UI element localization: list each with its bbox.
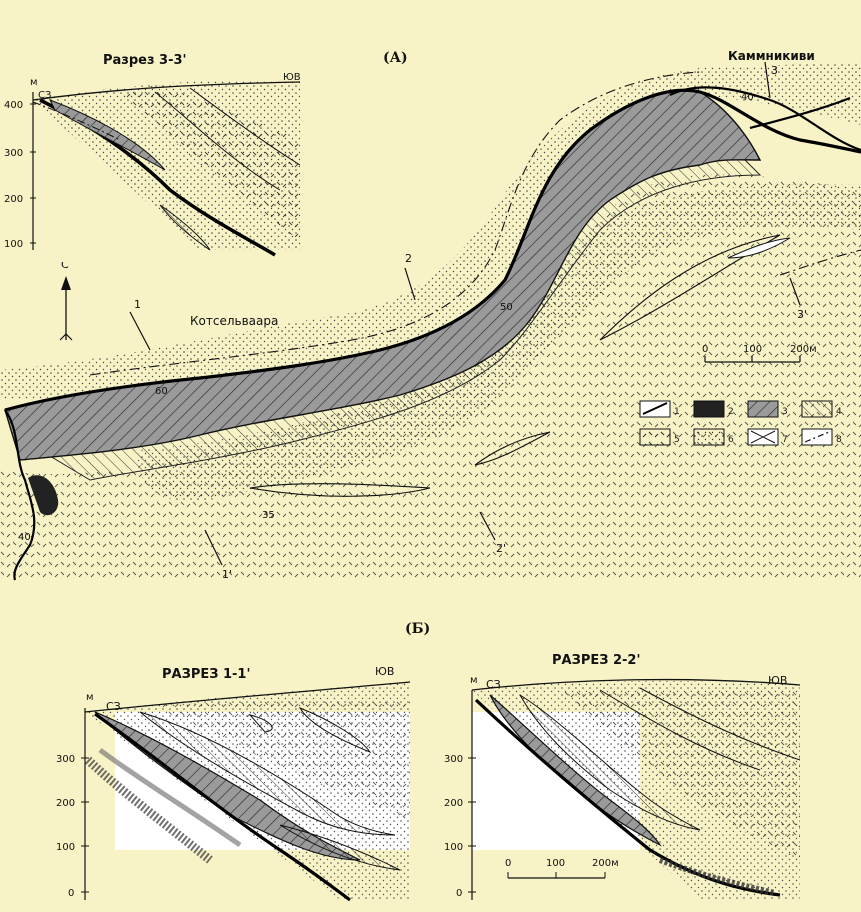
inset-unit: м bbox=[30, 77, 38, 88]
inset-section-3 bbox=[30, 72, 305, 262]
section-1-y-300: 300 bbox=[56, 754, 75, 765]
section-2-unit: м bbox=[470, 675, 478, 686]
legend-label-5: 5 bbox=[674, 435, 680, 445]
section-2-y-300: 300 bbox=[444, 754, 463, 765]
section-2-title: РАЗРЕЗ 2-2' bbox=[552, 653, 640, 668]
inset-y-tick-300: 300 bbox=[4, 148, 23, 159]
panel-a-label: (А) bbox=[383, 50, 408, 66]
legend-label-4: 4 bbox=[836, 407, 842, 417]
fault-line-east bbox=[779, 249, 861, 276]
north-arrow-icon bbox=[59, 276, 73, 341]
legend-label-2: 2 bbox=[728, 407, 734, 417]
legend-label-7: 7 bbox=[782, 435, 788, 445]
section-2-y-200: 200 bbox=[444, 798, 463, 809]
lens-3 bbox=[599, 234, 781, 341]
north-arrow-label: С bbox=[61, 258, 69, 271]
place-label-kaminkivi: Каммникиви bbox=[728, 49, 815, 63]
section-mark-1p: 1' bbox=[222, 568, 232, 581]
section-mark-3p: 3' bbox=[797, 308, 807, 321]
dip-label-2: 50 bbox=[500, 302, 513, 313]
coastline-east bbox=[669, 86, 861, 152]
scale-b-tick-0: 0 bbox=[505, 858, 511, 869]
section-1-title: РАЗРЕЗ 1-1' bbox=[162, 667, 250, 682]
section-line-1p bbox=[204, 529, 223, 566]
section-1-unit: м bbox=[86, 692, 94, 703]
map-panel-a: (А) Каммникиви Котсельваара 1 1' 2 2' 3 … bbox=[0, 49, 861, 581]
section-line-2p bbox=[479, 511, 496, 541]
section-line-3p bbox=[789, 277, 801, 306]
dip-label-1: 40 bbox=[741, 92, 754, 103]
legend bbox=[639, 400, 833, 446]
section-1-y-0: 0 bbox=[68, 888, 74, 899]
section-line-2 bbox=[404, 267, 416, 301]
section-2-cross-section bbox=[468, 678, 801, 900]
dip-label-3: 60 bbox=[155, 386, 168, 397]
section-mark-1: 1 bbox=[134, 298, 141, 311]
inset-y-tick-200: 200 bbox=[4, 194, 23, 205]
contact-line-1 bbox=[4, 88, 861, 412]
section-line-1 bbox=[129, 311, 151, 351]
scale-a-tick-200: 200м bbox=[790, 344, 817, 355]
section-1-cross-section bbox=[81, 681, 411, 902]
dip-label-5: 40 bbox=[18, 532, 31, 543]
fault-line-north bbox=[89, 71, 701, 376]
section-1-y-100: 100 bbox=[56, 842, 75, 853]
scale-a-tick-0: 0 bbox=[702, 344, 708, 355]
scale-b-tick-100: 100 bbox=[546, 858, 565, 869]
lens-1 bbox=[249, 483, 431, 497]
scale-b-tick-200: 200м bbox=[592, 858, 619, 869]
section-2-y-100: 100 bbox=[444, 842, 463, 853]
legend-label-3: 3 bbox=[782, 407, 788, 417]
place-label-kotselvaara: Котсельваара bbox=[190, 314, 278, 328]
panel-b-label: (Б) bbox=[405, 621, 430, 637]
section-mark-2: 2 bbox=[405, 252, 412, 265]
inset-y-tick-100: 100 bbox=[4, 239, 23, 250]
section-1-se: ЮВ bbox=[375, 665, 394, 678]
dip-label-4: 35 bbox=[262, 510, 275, 521]
inset-se-label: ЮВ bbox=[283, 72, 301, 83]
inset-nw-label: СЗ bbox=[38, 90, 51, 101]
legend-label-6: 6 bbox=[728, 435, 734, 445]
lens-4 bbox=[727, 237, 791, 259]
legend-label-8: 8 bbox=[836, 435, 842, 445]
section-2-se: ЮВ bbox=[768, 674, 787, 687]
lens-2 bbox=[474, 431, 551, 466]
section-1-nw: СЗ bbox=[106, 700, 121, 713]
section-1-y-200: 200 bbox=[56, 798, 75, 809]
section-mark-2p: 2' bbox=[496, 542, 506, 555]
ore-lens-west bbox=[28, 475, 59, 516]
section-mark-3: 3 bbox=[771, 64, 778, 77]
section-2-nw: СЗ bbox=[486, 678, 501, 691]
coastline-west bbox=[4, 409, 36, 581]
inset-y-tick-400: 400 bbox=[4, 100, 23, 111]
scale-bar-a bbox=[704, 356, 801, 363]
legend-label-1: 1 bbox=[674, 407, 680, 417]
section-2-y-0: 0 bbox=[456, 888, 462, 899]
inset-title: Разрез 3-3' bbox=[103, 53, 187, 68]
section-line-3 bbox=[764, 61, 771, 99]
scale-a-tick-100: 100 bbox=[743, 344, 762, 355]
